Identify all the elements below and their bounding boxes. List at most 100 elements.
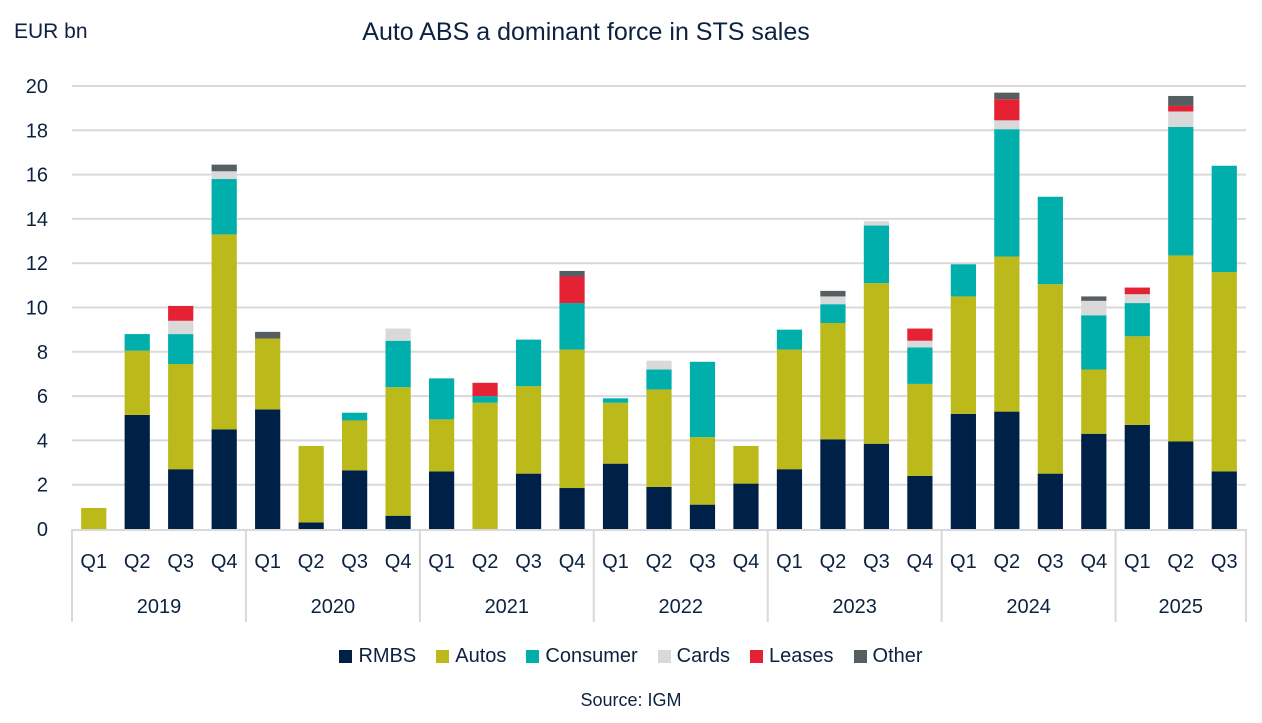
y-tick-label: 8 (37, 342, 48, 364)
bar-segment-rmbs (1168, 441, 1194, 529)
x-tick-label: Q2 (646, 551, 673, 573)
x-tick-label: Q1 (602, 551, 629, 573)
legend-swatch (339, 650, 353, 663)
bar-segment-consumer (1124, 303, 1150, 337)
bar-segment-rmbs (689, 504, 716, 529)
legend-item-consumer: Consumer (526, 645, 638, 668)
bar-segment-autos (646, 389, 672, 487)
x-tick-label: Q1 (254, 551, 281, 573)
bar-segment-leases (559, 276, 585, 304)
bar-segment-autos (81, 507, 107, 529)
bar-segment-rmbs (994, 411, 1020, 529)
bar-segment-leases (994, 99, 1020, 121)
bar-segment-cards (994, 120, 1020, 130)
x-tick-label: Q3 (1211, 551, 1238, 573)
year-label: 2021 (485, 596, 530, 618)
y-tick-label: 4 (37, 430, 48, 452)
y-tick-label: 0 (37, 519, 48, 541)
bar-segment-consumer (820, 304, 846, 324)
bar-segment-cards (863, 221, 890, 226)
bar-segment-rmbs (1081, 433, 1107, 529)
bar-segment-rmbs (733, 483, 759, 529)
y-tick-label: 16 (26, 165, 48, 187)
bar-segment-rmbs (255, 409, 281, 529)
bar-segment-consumer (342, 412, 368, 421)
x-tick-label: Q2 (1167, 551, 1194, 573)
year-label: 2019 (137, 596, 182, 618)
legend-swatch (853, 650, 867, 663)
bar-segment-autos (994, 256, 1020, 412)
bar-segment-consumer (1081, 315, 1107, 370)
bar-segment-autos (428, 419, 455, 472)
bar-segment-autos (298, 445, 324, 523)
bar-segment-other (994, 92, 1020, 100)
bars (81, 92, 1237, 529)
bar-segment-consumer (863, 225, 890, 284)
year-label: 2023 (832, 596, 877, 618)
x-tick-label: Q3 (341, 551, 368, 573)
x-tick-label: Q2 (820, 551, 847, 573)
y-tick-label: 20 (26, 76, 48, 98)
bar-segment-other (211, 164, 237, 172)
y-axis-ticks: 0 2 4 6 8 10 12 14 16 18 20 (26, 76, 48, 541)
x-tick-label: Q3 (515, 551, 542, 573)
source-note: Source: IGM (580, 690, 682, 710)
bar-segment-other (559, 270, 585, 277)
bar-segment-consumer (994, 129, 1020, 257)
bar-segment-autos (689, 437, 716, 505)
bar-segment-cards (820, 296, 846, 305)
year-label: 2020 (311, 596, 356, 618)
x-tick-label: Q3 (1037, 551, 1064, 573)
year-label: 2022 (658, 596, 703, 618)
legend-label: Leases (769, 645, 834, 667)
bar-segment-rmbs (820, 439, 846, 529)
bar-segment-autos (1168, 255, 1194, 442)
legend-label: RMBS (358, 645, 417, 667)
bar-segment-consumer (1168, 126, 1194, 256)
bar-segment-cards (211, 171, 237, 180)
bar-segment-rmbs (298, 522, 324, 529)
legend-label: Consumer (545, 645, 638, 667)
bar-segment-consumer (428, 378, 455, 420)
bar-segment-consumer (1037, 196, 1063, 285)
legend-item-cards: Cards (657, 645, 731, 668)
x-tick-label: Q2 (124, 551, 151, 573)
bar-segment-rmbs (515, 473, 542, 529)
bar-segment-leases (907, 328, 933, 341)
legend-swatch (526, 650, 540, 663)
bar-segment-rmbs (342, 470, 368, 529)
bar-segment-leases (168, 305, 194, 321)
bar-segment-leases (1124, 287, 1150, 295)
y-tick-label: 14 (26, 209, 48, 231)
bar-segment-rmbs (168, 469, 194, 529)
x-tick-label: Q2 (994, 551, 1021, 573)
x-tick-label: Q1 (776, 551, 803, 573)
bar-segment-leases (472, 382, 498, 397)
bar-segment-consumer (559, 303, 585, 350)
x-tick-label: Q3 (689, 551, 716, 573)
x-axis: Q1 Q2 Q3 Q4 Q1 Q2 Q3 Q4 Q1 Q2 Q3 Q4 Q1 Q2 Q3 Q4 Q1 Q2 Q3 Q4… (71, 529, 1247, 622)
bar-segment-autos (255, 338, 281, 410)
bar-segment-other (255, 331, 281, 339)
legend-label: Cards (676, 645, 731, 667)
x-tick-label: Q4 (733, 551, 760, 573)
bar-segment-consumer (1211, 165, 1237, 273)
bar-segment-autos (1081, 369, 1107, 434)
bar-segment-autos (1124, 336, 1150, 425)
x-tick-label: Q2 (298, 551, 325, 573)
y-axis-unit-label: EUR bn (14, 20, 88, 43)
y-tick-label: 18 (26, 120, 48, 142)
y-tick-label: 6 (37, 386, 48, 408)
bar-segment-autos (472, 402, 498, 529)
bar-segment-consumer (689, 361, 716, 438)
legend-swatch (657, 650, 671, 663)
bar-segment-cards (646, 360, 672, 370)
bar-segment-rmbs (211, 429, 237, 529)
bar-segment-autos (602, 402, 629, 464)
bar-segment-other (1168, 95, 1194, 106)
bar-segment-rmbs (950, 413, 976, 529)
x-tick-label: Q1 (80, 551, 107, 573)
bar-segment-rmbs (124, 414, 150, 529)
bar-segment-autos (211, 234, 237, 430)
legend-label: Other (872, 645, 923, 667)
